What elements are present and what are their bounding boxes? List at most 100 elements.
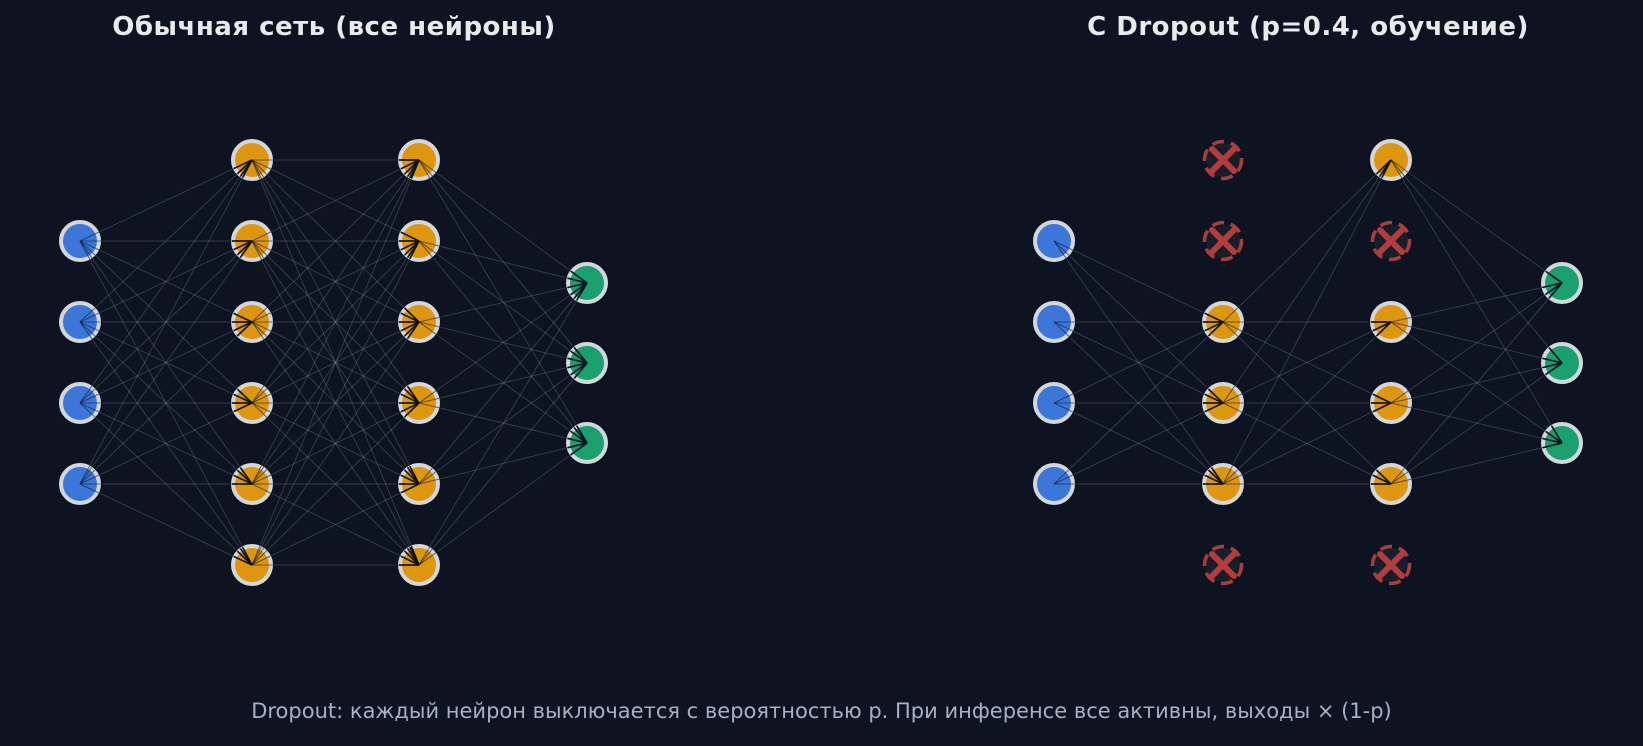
connection-edge [251,240,420,566]
connection-edge [1222,402,1392,485]
arrowhead [233,555,253,566]
panel-title-dropout-network: С Dropout (p=0.4, обучение) [1087,12,1529,42]
arrowhead [241,159,253,179]
arrowhead [573,362,588,379]
arrowhead [1545,270,1563,284]
arrowhead [400,402,420,413]
connection-edge [251,240,420,404]
connection-edge [251,321,420,485]
arrowhead [576,282,588,301]
connection-edge [418,240,588,284]
arrowhead [400,393,420,404]
x-icon [1209,551,1237,579]
arrowhead [1550,425,1563,444]
x-icon [1377,551,1405,579]
arrowhead [1204,402,1224,413]
arrowhead [567,282,588,289]
connection-edge [1053,321,1224,485]
connection-edge [79,240,253,404]
connection-edge [251,159,420,323]
connection-edge [251,240,420,566]
dropped-neuron [1202,139,1244,181]
arrowhead [406,321,420,339]
connection-edge [79,159,253,323]
arrowhead [233,321,253,332]
connection-edge [251,159,420,566]
connection-edge [418,402,588,444]
connection-edge [1053,321,1224,404]
connection-edge [79,159,253,404]
connection-edge [79,240,253,323]
arrowhead [410,159,420,179]
connection-edge [1053,240,1224,485]
arrowhead [1542,442,1563,449]
connection-edge [79,240,253,566]
connection-edge [251,321,420,566]
arrowhead [1372,402,1392,413]
arrowhead [567,437,588,444]
connection-edge [251,159,420,323]
arrowhead [400,312,420,323]
connection-edge [251,321,420,404]
connection-edge [1053,240,1224,323]
connection-edge [251,321,420,404]
connection-edge [251,240,420,404]
arrowhead [1204,312,1224,323]
connection-edge [1053,321,1224,485]
connection-edge [79,483,253,566]
connection-edge [251,402,420,566]
arrowhead [233,159,253,170]
arrowhead [400,231,420,242]
dropped-neuron-dashed-ring [1202,139,1244,181]
connection-edge [79,240,253,485]
connection-edge [79,240,253,485]
connection-edge [1053,402,1224,485]
connection-edge [79,159,253,485]
connection-edge [1390,362,1563,485]
arrowhead [233,312,253,323]
connection-edge [418,159,588,444]
arrowhead [567,277,588,284]
arrowhead [233,240,253,251]
arrowhead [1381,159,1392,179]
connection-edge [418,240,588,444]
connection-edge [79,321,253,485]
connection-edge [418,362,588,485]
connection-edge [1390,159,1563,284]
connection-edge [418,321,588,364]
arrowhead [1542,437,1563,444]
connection-edge [251,321,420,485]
arrowhead [239,240,253,258]
arrowhead [1372,474,1392,485]
arrowhead [1204,393,1224,404]
arrowhead [1545,362,1563,376]
connection-edge [79,321,253,566]
arrowhead [567,362,588,369]
arrowhead [570,430,588,444]
arrowhead [1542,282,1563,289]
arrowhead [1545,430,1563,444]
connection-edge [251,240,420,485]
connection-edge [1390,282,1563,485]
arrowhead [1207,321,1224,337]
dropped-neuron [1370,220,1412,262]
connection-edge [1222,321,1392,485]
arrowhead [567,357,588,364]
connection-edge [1222,159,1392,404]
edges-light-layer [79,159,1563,566]
connection-edge [418,321,588,444]
connection-edge [418,442,588,485]
connection-edge [251,159,420,242]
connection-edge [251,159,420,404]
connection-edge [1222,159,1392,485]
arrowhead [1204,474,1224,485]
x-icon [1209,227,1237,255]
connection-edge [251,240,420,323]
connection-edge [79,240,253,404]
connection-edge [1390,282,1563,404]
arrowhead [404,550,420,566]
connection-edge [251,159,420,485]
arrowhead [233,402,253,413]
